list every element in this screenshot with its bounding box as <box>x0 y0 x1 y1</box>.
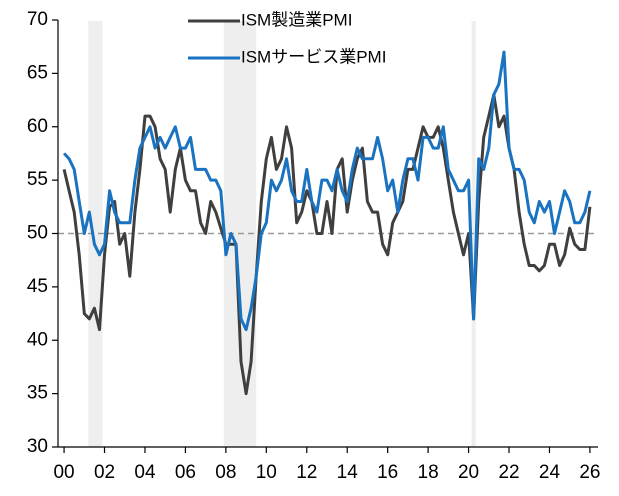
y-tick-label: 65 <box>27 62 48 83</box>
x-tick-label: 02 <box>94 462 115 483</box>
x-tick-label: 12 <box>296 462 317 483</box>
legend-label: ISMサービス業PMI <box>241 47 386 66</box>
x-tick-label: 04 <box>134 462 156 483</box>
x-tick-label: 00 <box>53 462 74 483</box>
y-tick-label: 55 <box>27 169 48 190</box>
x-tick-label: 24 <box>539 462 561 483</box>
x-tick-label: 22 <box>498 462 519 483</box>
legend-label: ISM製造業PMI <box>241 10 352 29</box>
y-tick-label: 40 <box>27 329 48 350</box>
y-tick-label: 45 <box>27 276 48 297</box>
y-tick-label: 35 <box>27 383 48 404</box>
x-tick-label: 10 <box>256 462 277 483</box>
x-tick-label: 26 <box>579 462 600 483</box>
series-line <box>62 50 592 332</box>
x-tick-label: 06 <box>175 462 196 483</box>
x-tick-label: 14 <box>337 462 359 483</box>
x-tick-label: 08 <box>215 462 236 483</box>
y-tick-label: 50 <box>27 223 48 244</box>
x-tick-label: 18 <box>418 462 439 483</box>
x-tick-label: 16 <box>377 462 398 483</box>
y-tick-label: 70 <box>27 9 48 30</box>
y-tick-label: 30 <box>27 436 48 457</box>
y-tick-label: 60 <box>27 116 48 137</box>
series-line <box>62 93 592 396</box>
recession-band <box>88 21 103 447</box>
x-tick-label: 20 <box>458 462 479 483</box>
